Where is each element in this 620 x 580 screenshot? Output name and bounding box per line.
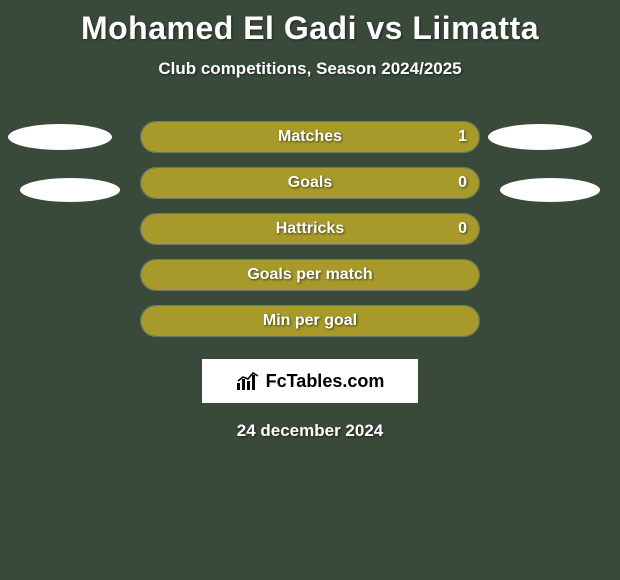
stat-bar: Hattricks 0	[140, 213, 480, 245]
stat-bar: Matches 1	[140, 121, 480, 153]
stat-bars: Matches 1 Goals 0 Hattricks 0 Goals per match M…	[140, 121, 480, 337]
stat-bar-value: 0	[458, 174, 467, 192]
left-ellipse-1	[8, 124, 112, 150]
stat-bar-label: Goals per match	[247, 266, 372, 284]
page-title: Mohamed El Gadi vs Liimatta	[0, 0, 620, 47]
right-ellipse-1	[488, 124, 592, 150]
stat-bar-label: Hattricks	[276, 220, 344, 238]
stat-bar-label: Matches	[278, 128, 342, 146]
stat-bar: Min per goal	[140, 305, 480, 337]
brand-badge: FcTables.com	[202, 359, 418, 403]
stat-bar: Goals per match	[140, 259, 480, 291]
stat-bar-value: 0	[458, 220, 467, 238]
stat-bar-label: Goals	[288, 174, 332, 192]
stat-bar-value: 1	[458, 128, 467, 146]
brand-chart-icon	[236, 371, 260, 391]
right-ellipse-2	[500, 178, 600, 202]
page-subtitle: Club competitions, Season 2024/2025	[0, 59, 620, 79]
stat-bar-label: Min per goal	[263, 312, 357, 330]
left-ellipse-2	[20, 178, 120, 202]
stat-bar: Goals 0	[140, 167, 480, 199]
page-date: 24 december 2024	[0, 421, 620, 441]
brand-text: FcTables.com	[266, 371, 385, 392]
